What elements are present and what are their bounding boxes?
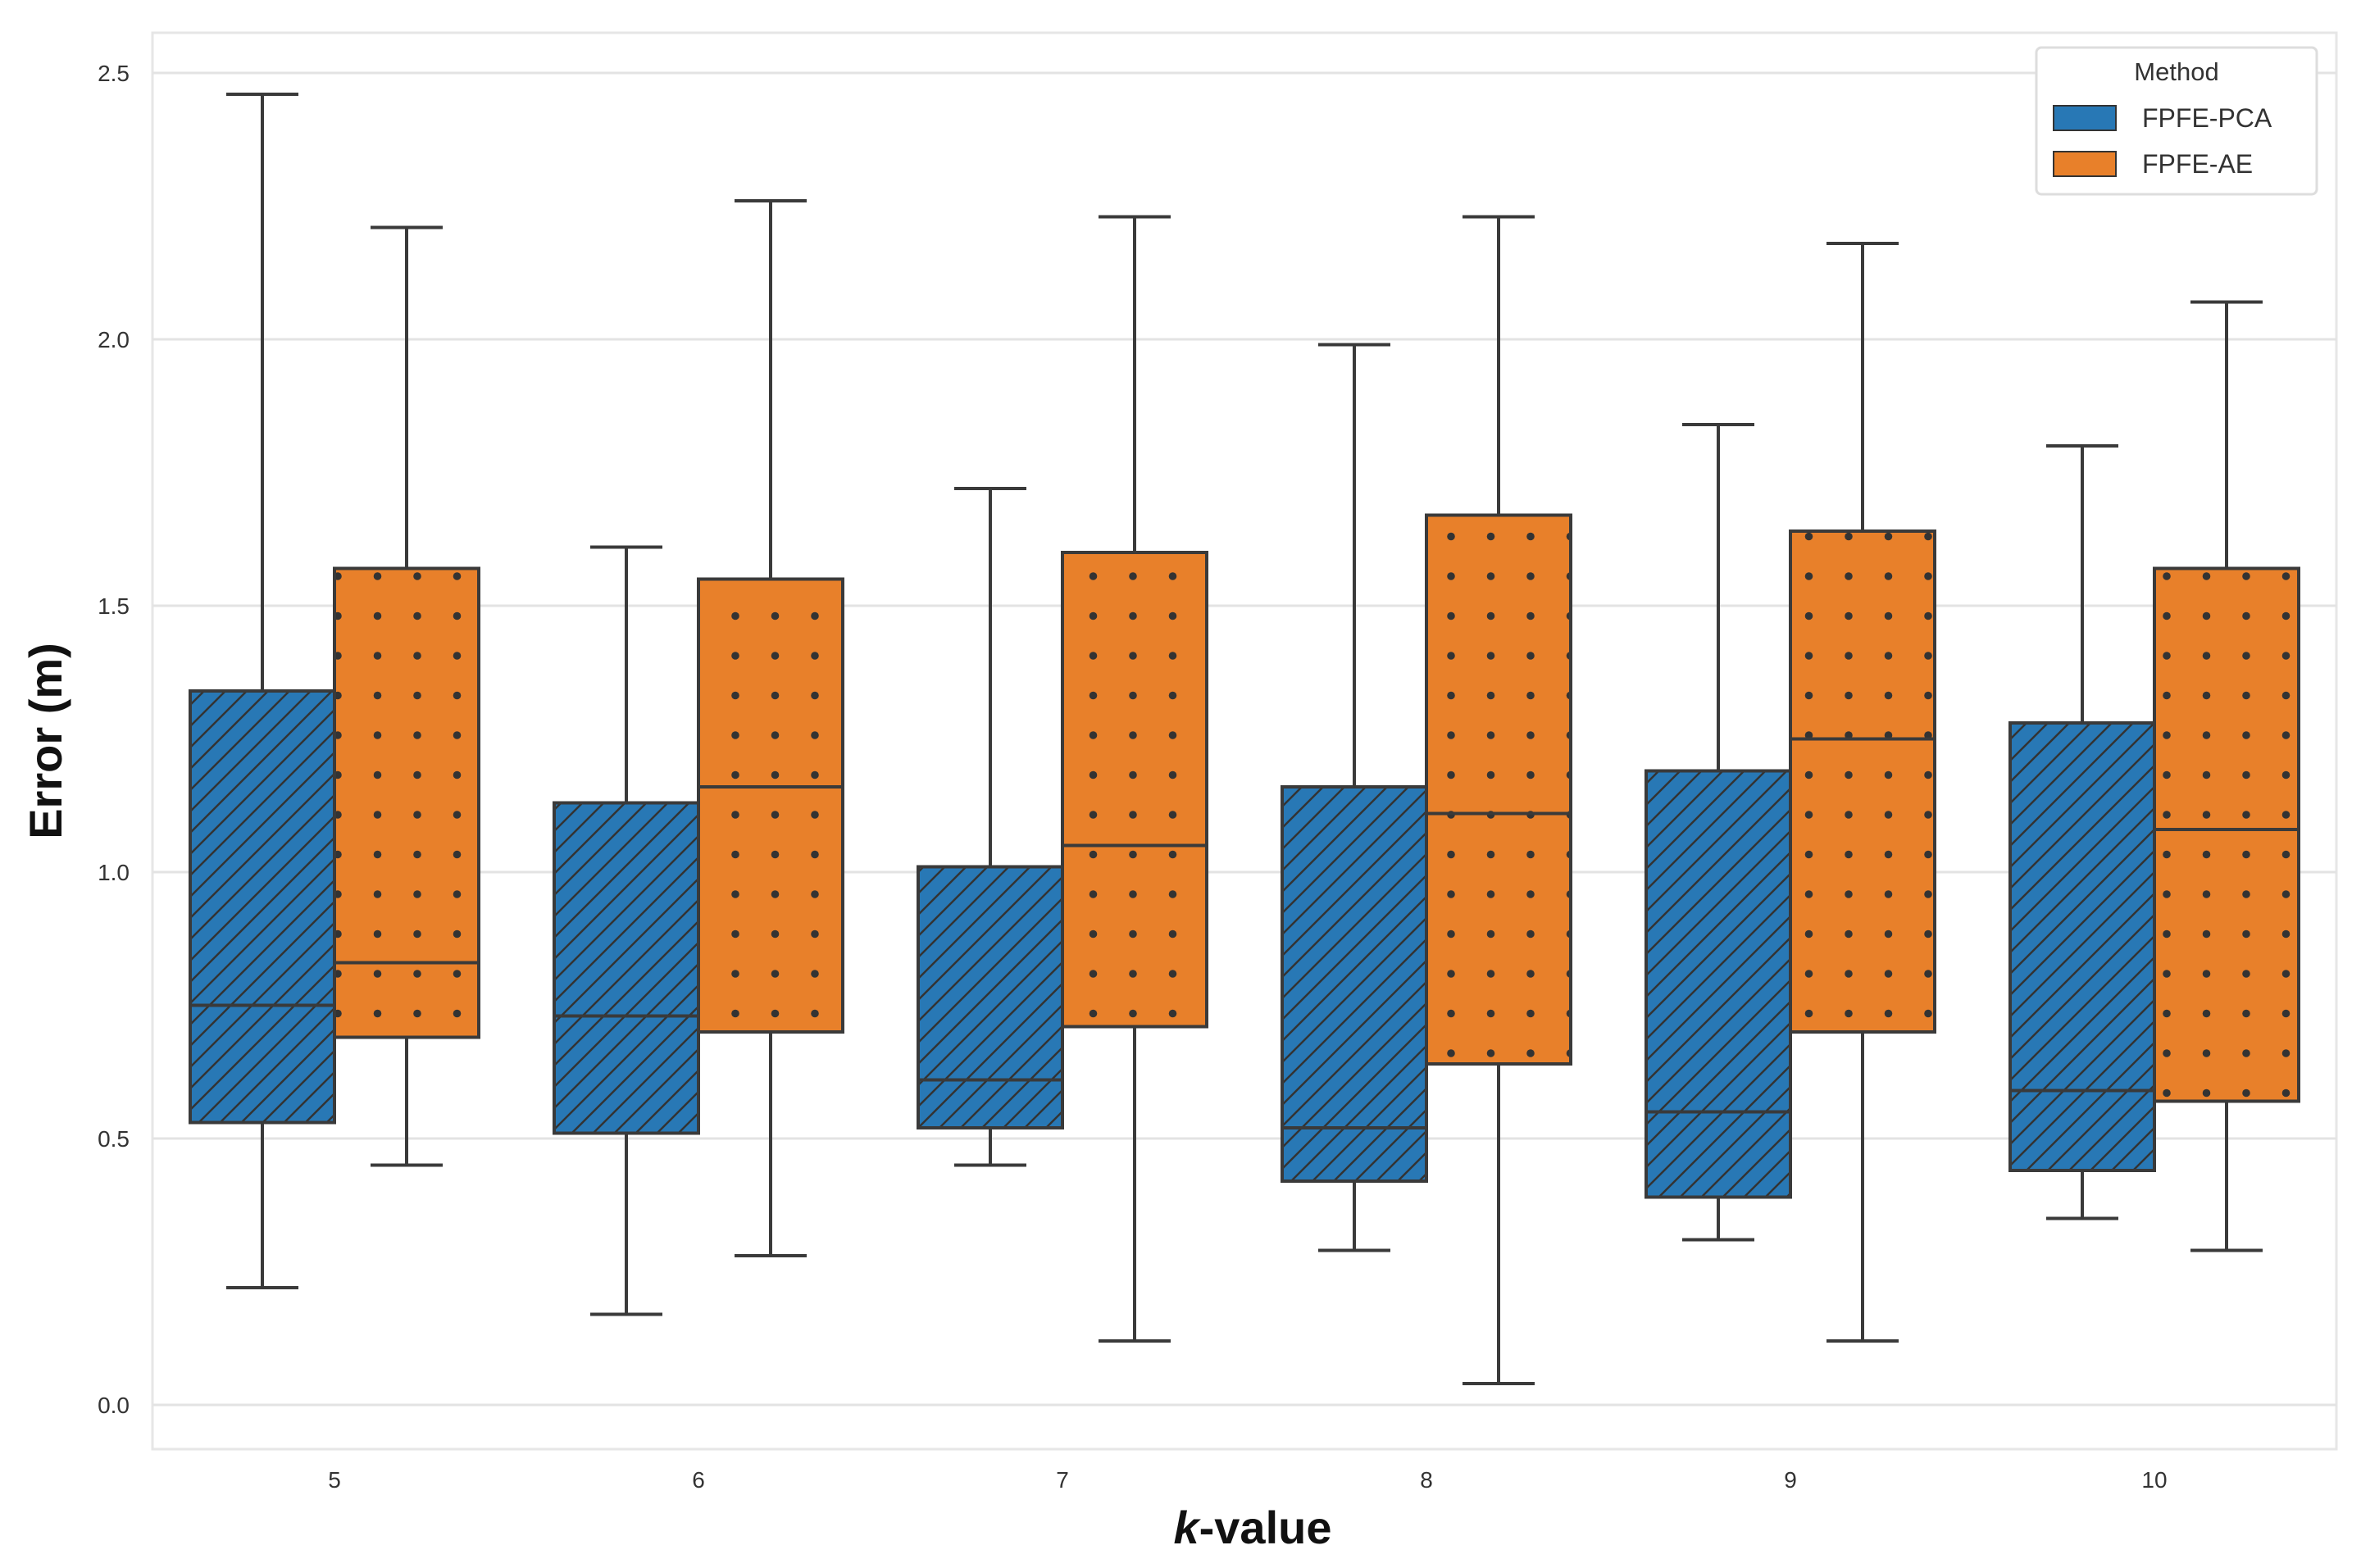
x-tick-label: 5 <box>328 1467 341 1493</box>
y-tick-label: 2.0 <box>98 327 130 352</box>
legend-label-fpfe-ae: FPFE-AE <box>2142 149 2253 179</box>
legend: Method FPFE-PCA FPFE-AE <box>2035 46 2318 196</box>
box-fpfe-ae-k8 <box>1425 215 1572 1385</box>
box-fpfe-pca-k5 <box>189 93 336 1289</box>
legend-swatch-fpfe-ae <box>2053 151 2117 177</box>
box-fpfe-ae-k10 <box>2153 300 2300 1252</box>
y-tick-label: 1.0 <box>98 860 130 885</box>
box-hatch <box>1790 531 1935 1032</box>
box-hatch <box>1062 552 1207 1027</box>
box-outline <box>697 577 844 1034</box>
box-hatch <box>2010 723 2154 1170</box>
legend-swatch-fpfe-pca <box>2053 105 2117 131</box>
grid <box>152 71 2336 1407</box>
y-tick-label: 0.5 <box>98 1126 130 1152</box>
x-axis-ticks: 5 6 7 8 9 10 <box>328 1467 2167 1493</box>
y-axis-title: Error (m) <box>20 643 71 839</box>
box-fpfe-pca-k10 <box>2008 444 2156 1220</box>
y-tick-label: 2.5 <box>98 61 130 86</box>
box-hatch <box>698 579 843 1032</box>
legend-title: Method <box>2134 57 2218 86</box>
x-tick-label: 10 <box>2141 1467 2167 1493</box>
box-fpfe-ae-k9 <box>1789 242 1936 1343</box>
x-axis-title-rest: -value <box>1199 1502 1332 1553</box>
x-axis-title-italic: k <box>1173 1502 1201 1553</box>
y-tick-label: 0.0 <box>98 1393 130 1418</box>
box-fpfe-pca-k6 <box>553 545 700 1316</box>
box-fpfe-ae-k6 <box>697 199 844 1257</box>
box-hatch <box>2154 568 2299 1102</box>
box-hatch <box>190 691 334 1123</box>
box-hatch <box>1646 770 1790 1198</box>
plot-area <box>151 31 2338 1451</box>
box-hatch <box>1282 787 1426 1181</box>
box-outline <box>1425 513 1572 1066</box>
box-hatch <box>1426 515 1571 1064</box>
box-fpfe-pca-k8 <box>1281 343 1428 1252</box>
box-series <box>189 93 2300 1385</box>
box-fpfe-ae-k5 <box>333 225 480 1167</box>
y-tick-label: 1.5 <box>98 593 130 619</box>
box-fpfe-pca-k7 <box>917 487 1064 1167</box>
box-fpfe-ae-k7 <box>1061 215 1208 1343</box>
box-fpfe-pca-k9 <box>1645 423 1792 1242</box>
box-outline <box>1061 551 1208 1029</box>
x-tick-label: 7 <box>1056 1467 1069 1493</box>
x-tick-label: 8 <box>1420 1467 1433 1493</box>
box-hatch <box>334 568 479 1038</box>
x-tick-label: 6 <box>692 1467 705 1493</box>
box-outline <box>333 566 480 1039</box>
y-axis-ticks: 0.0 0.5 1.0 1.5 2.0 2.5 <box>98 61 130 1418</box>
legend-label-fpfe-pca: FPFE-PCA <box>2142 103 2272 133</box>
box-hatch <box>918 866 1062 1128</box>
box-hatch <box>554 802 698 1134</box>
x-axis-title: k-value <box>1173 1502 1331 1553</box>
box-outline <box>1789 529 1936 1034</box>
x-tick-label: 9 <box>1784 1467 1797 1493</box>
box-outline <box>2153 566 2300 1103</box>
